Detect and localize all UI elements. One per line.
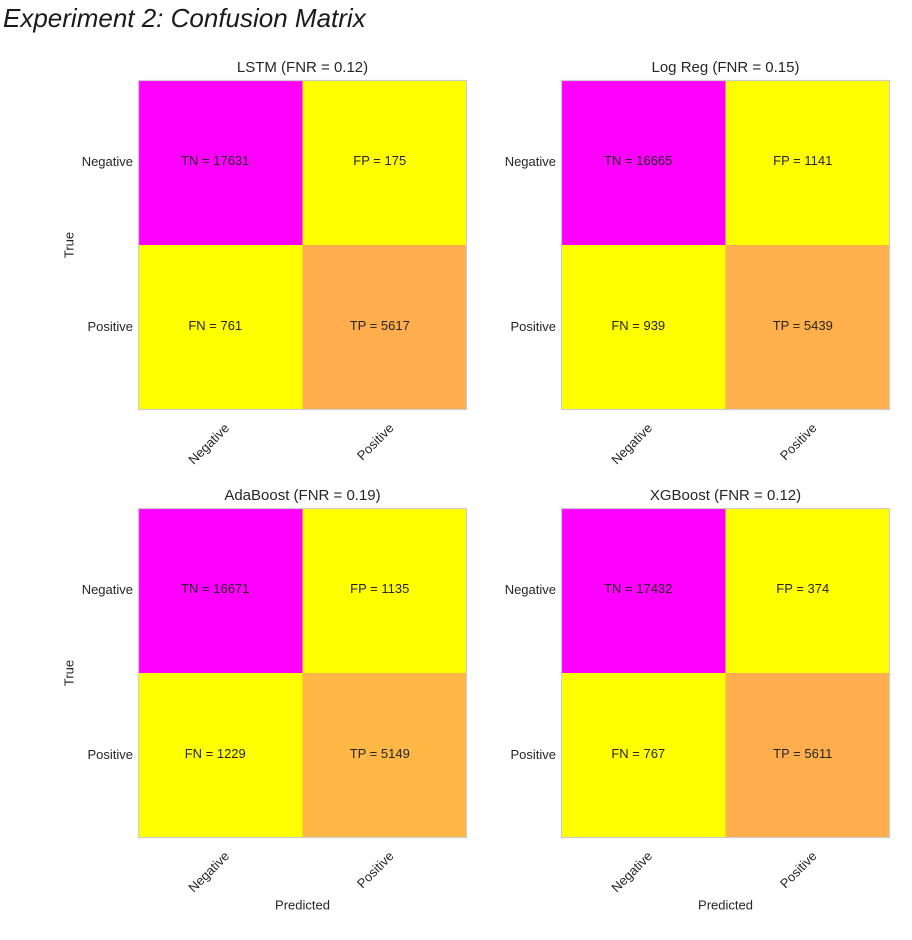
axes-frame [137,79,468,411]
matrix-cell [561,245,726,410]
cell-label: TN = 16671 [181,581,249,596]
matrix-cell [725,673,890,838]
y-tick-label: Negative [82,582,133,597]
cell-label: FP = 374 [776,581,829,596]
confusion-matrix-panel: TN = 17432 FP = 374 FN = 767 TP = 5611 XGBoo… [505,487,891,912]
y-tick-label: Negative [82,154,133,169]
subplot-title: AdaBoost (FNR = 0.19) [224,487,380,504]
confusion-matrix-panel: TN = 16671 FP = 1135 FN = 1229 TP = 5149 Ada… [61,487,468,912]
y-tick-label: Negative [505,154,556,169]
matrix-cell [725,80,890,245]
axes-frame [137,507,468,839]
cell-label: TP = 5617 [350,318,410,333]
cell-label: TN = 17631 [181,153,249,168]
figure-title: Experiment 2: Confusion Matrix [3,3,366,33]
matrix-cell [561,80,726,245]
confusion-matrix-panel: TN = 17631 FP = 175 FN = 761 TP = 5617 LSTM … [61,59,468,467]
cell-label: FN = 761 [188,318,242,333]
matrix-cell [138,673,303,838]
matrix-cell [561,673,726,838]
cell-label: TN = 16665 [604,153,672,168]
x-axis-label: Predicted [698,897,753,912]
y-tick-label: Positive [87,319,133,334]
cell-label: FN = 767 [611,746,665,761]
y-tick-label: Positive [87,747,133,762]
matrix-cell [561,508,726,673]
matrix-cell [302,80,467,245]
matrix-cell [302,508,467,673]
x-tick-label: Positive [777,848,820,891]
matrix-cell [138,508,303,673]
axes-frame [560,79,891,411]
cell-label: FN = 1229 [185,746,246,761]
cell-label: TP = 5439 [773,318,833,333]
confusion-matrix-panel: TN = 16665 FP = 1141 FN = 939 TP = 5439 Log … [505,59,891,467]
cell-label: FP = 1141 [773,153,832,168]
matrix-cell [725,508,890,673]
cell-label: TP = 5149 [350,746,410,761]
x-tick-label: Negative [185,848,232,895]
cell-label: FP = 1135 [350,581,409,596]
y-tick-label: Positive [510,319,556,334]
cell-label: FN = 939 [611,318,665,333]
x-tick-label: Positive [354,848,397,891]
y-axis-label: True [61,232,76,258]
subplot-title: Log Reg (FNR = 0.15) [652,59,800,76]
cell-label: FP = 175 [353,153,406,168]
y-tick-label: Positive [510,747,556,762]
x-tick-label: Positive [777,420,820,463]
axes-frame [560,507,891,839]
matrix-cell [725,245,890,410]
y-tick-label: Negative [505,582,556,597]
matrix-cell [138,245,303,410]
matrix-cell [302,673,467,838]
x-tick-label: Positive [354,420,397,463]
cell-label: TP = 5611 [773,746,832,761]
subplot-title: XGBoost (FNR = 0.12) [650,487,801,504]
x-axis-label: Predicted [275,897,330,912]
x-tick-label: Negative [185,420,232,467]
subplot-title: LSTM (FNR = 0.12) [237,59,368,76]
y-axis-label: True [61,660,76,686]
matrix-cell [302,245,467,410]
x-tick-label: Negative [608,848,655,895]
x-tick-label: Negative [608,420,655,467]
cell-label: TN = 17432 [604,581,672,596]
matrix-cell [138,80,303,245]
